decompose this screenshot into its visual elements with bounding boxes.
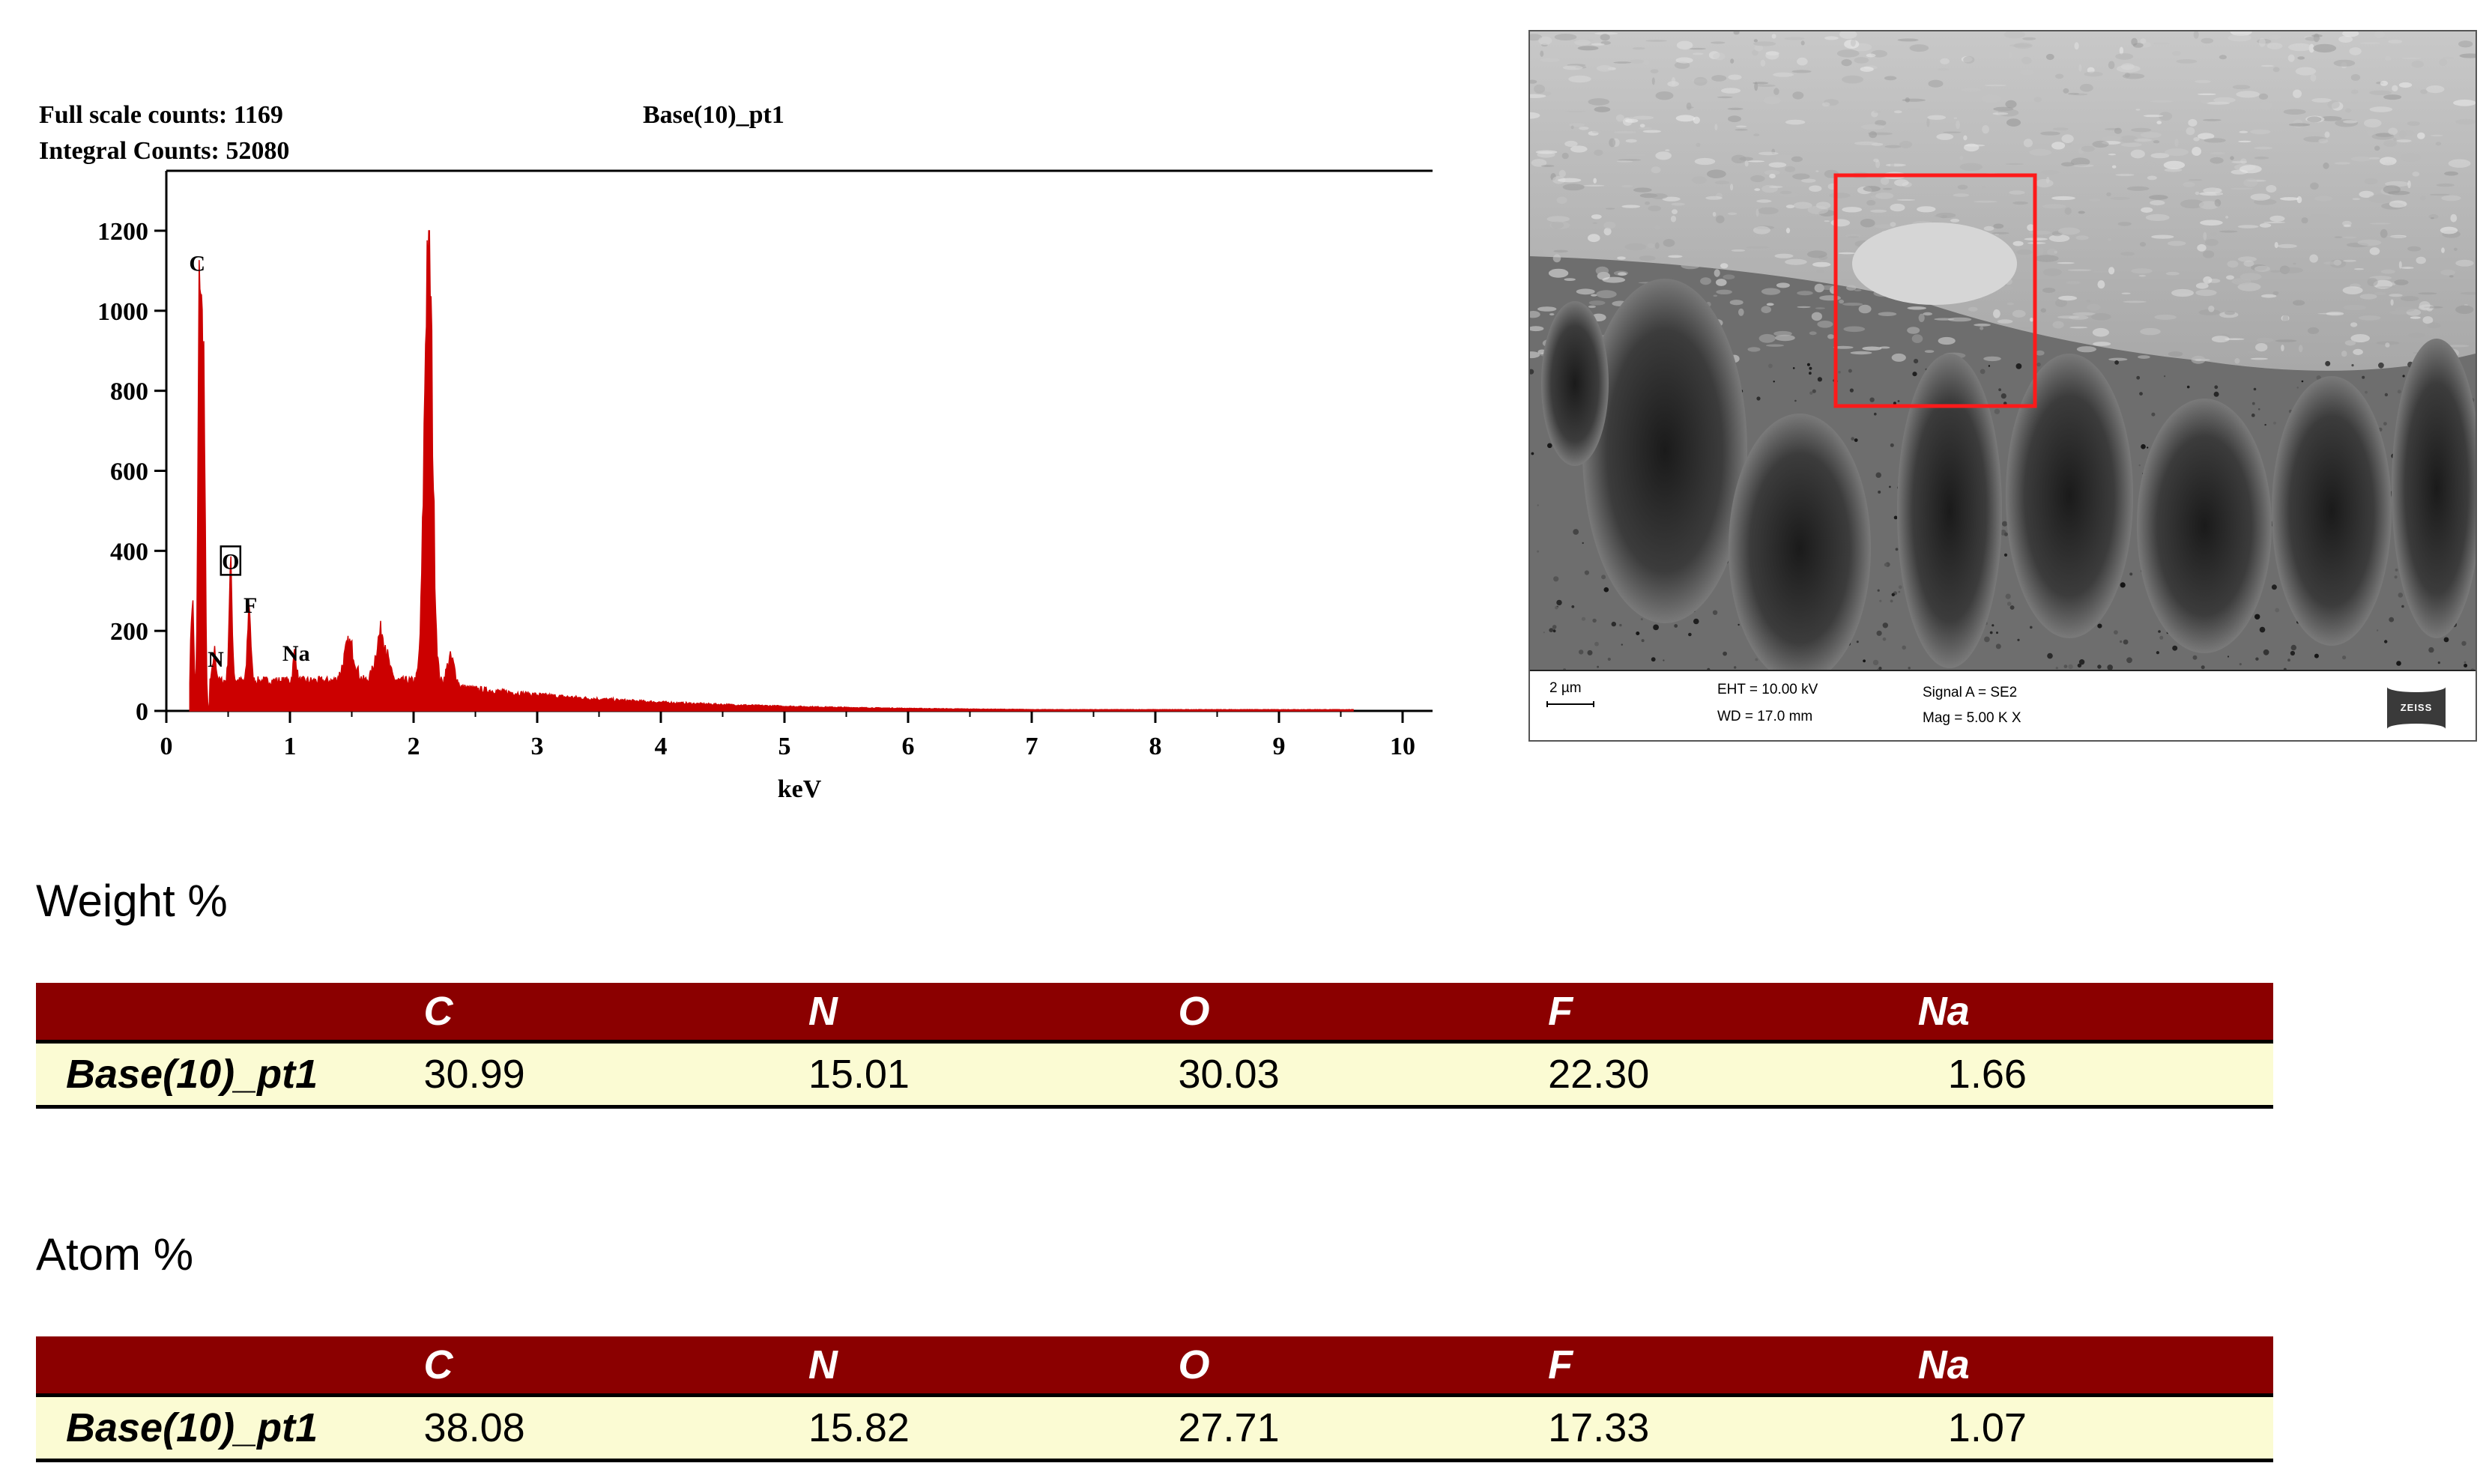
weight-value-f: 22.30 [1548,1040,1918,1109]
weight-value-c: 30.99 [423,1040,808,1109]
atom-header-n: N [808,1336,1179,1396]
weight-value-na: 1.66 [1917,1040,2273,1109]
weight-header-na: Na [1917,983,2273,1042]
y-tick-label: 1000 [97,298,148,326]
peak-label-c: C [189,251,205,276]
x-tick-label: 2 [408,733,420,760]
atom-value-c: 38.08 [423,1393,808,1462]
atom-value-n: 15.82 [808,1393,1179,1462]
sem-eht: EHT = 10.00 kV [1717,682,1818,697]
x-tick-label: 7 [1026,733,1038,760]
x-tick-label: 0 [160,733,173,760]
atom-header-na: Na [1917,1336,2273,1396]
y-tick-label: 0 [136,698,148,726]
peak-label-n: N [208,647,224,672]
atom-header-row: C N O F Na [36,1336,2273,1396]
table-row: Base(10)_pt1 38.08 15.82 27.71 17.33 1.0… [36,1393,2273,1462]
x-tick-label: 8 [1149,733,1162,760]
peak-label-na: Na [282,641,310,666]
atom-header-f: F [1548,1336,1918,1396]
x-tick-label: 10 [1390,733,1415,760]
eds-spectrum-chart: Full scale counts: 1169 Integral Counts:… [39,101,1433,803]
plot-area: 0 200 400 600 800 1000 1200 0 1 2 3 4 5 6 7 8 9 10 C N OF Na [97,169,1433,760]
atom-value-o: 27.71 [1178,1393,1549,1462]
x-tick-label: 6 [902,733,915,760]
table-row: Base(10)_pt1 30.99 15.01 30.03 22.30 1.6… [36,1040,2273,1109]
x-tick-label: 1 [284,733,297,760]
y-tick-label: 400 [110,538,148,566]
sem-micrograph: 2 µm EHT = 10.00 kV WD = 17.0 mm Signal … [1528,30,2477,742]
integral-counts: Integral Counts: 52080 [39,137,289,165]
atom-section-title: Atom % [36,1229,194,1279]
atom-value-f: 17.33 [1548,1393,1918,1462]
sem-wd: WD = 17.0 mm [1717,709,1813,724]
x-tick-label: 5 [778,733,791,760]
y-tick-label: 800 [110,378,148,406]
weight-row-label: Base(10)_pt1 [36,1040,424,1109]
y-tick-label: 600 [110,458,148,486]
weight-table: C N O F Na Base(10)_pt1 30.99 15.01 30.0… [36,983,2273,1109]
sem-image [1530,31,2476,671]
atom-value-na: 1.07 [1917,1393,2273,1462]
y-tick-label: 200 [110,618,148,646]
weight-value-o: 30.03 [1178,1040,1549,1109]
x-tick-label: 3 [531,733,544,760]
weight-value-n: 15.01 [808,1040,1179,1109]
peak-label-box [220,545,242,576]
atom-table: C N O F Na Base(10)_pt1 38.08 15.82 27.7… [36,1336,2273,1462]
sem-scale-label: 2 µm [1549,680,1582,696]
atom-header-o: O [1178,1336,1549,1396]
weight-header-o: O [1178,983,1549,1042]
chart-title: Base(10)_pt1 [643,101,784,129]
atom-header-c: C [423,1336,808,1396]
x-tick-label: 4 [655,733,668,760]
full-scale-counts: Full scale counts: 1169 [39,101,283,129]
weight-header-c: C [423,983,808,1042]
peak-label-o: O [222,549,239,574]
weight-section-title: Weight % [36,876,228,926]
weight-header-row: C N O F Na [36,983,2273,1042]
sem-scale-bar [1546,701,1594,707]
spectrum-series [189,230,1354,712]
sem-signal: Signal A = SE2 [1923,685,2018,700]
sem-mag: Mag = 5.00 K X [1923,710,2021,726]
y-tick-label: 1200 [97,218,148,246]
weight-header-f: F [1548,983,1918,1042]
sem-info-bar: 2 µm EHT = 10.00 kV WD = 17.0 mm Signal … [1530,670,2476,740]
x-tick-label: 9 [1273,733,1286,760]
atom-row-label: Base(10)_pt1 [36,1393,424,1462]
weight-header-n: N [808,983,1179,1042]
x-axis-label: keV [778,775,822,803]
zeiss-logo: ZEISS [2387,682,2446,734]
peak-label-f: F [244,593,257,618]
region-of-interest-box [1833,173,2037,408]
